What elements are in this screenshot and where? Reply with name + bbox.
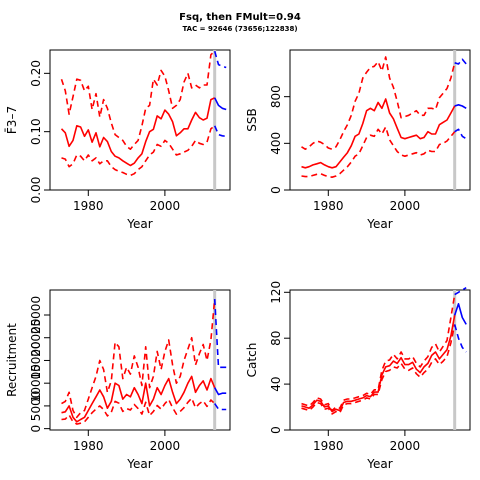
ssb-history-upper-line xyxy=(301,56,456,150)
catch-x-label: Year xyxy=(366,457,392,471)
ssb-x-tick-label-2000: 2000 xyxy=(390,199,421,213)
ssb-projection-median-line xyxy=(454,104,467,109)
f-bar-history-median-line xyxy=(60,97,216,167)
recruitment-y-tick-label-25000: 25000 xyxy=(29,296,43,334)
f-bar-y-tick-label-0-10: 0.10 xyxy=(29,118,43,145)
f-bar-x-tick-label-2000: 2000 xyxy=(150,199,181,213)
recruitment-projection-median-line xyxy=(214,387,227,396)
recruitment-history-upper-line xyxy=(61,299,216,419)
recruitment-y-tick-label-10000: 10000 xyxy=(29,364,43,402)
figure-subtitle: TAC = 92646 (73656;122838) xyxy=(182,25,297,33)
recruitment-frame xyxy=(49,289,231,431)
ssb-y-label: SSB xyxy=(245,108,259,131)
ssb-projection-lower-line xyxy=(454,128,467,140)
figure-title: Fsq, then FMult=0.94 xyxy=(179,12,301,23)
f-bar-frame xyxy=(49,49,231,191)
ssb-history-lower-line xyxy=(301,126,456,178)
recruitment-y-tick-label-5000: 5000 xyxy=(29,391,43,422)
f-bar-y-tick-label-0-00: 0.00 xyxy=(29,177,43,204)
recruitment-y-tick-label-20000: 20000 xyxy=(29,319,43,357)
ssb-panel: 1980 2000 0 400 800 Year SSB xyxy=(245,49,471,231)
f-bar-panel: 1980 2000 0.00 0.10 0.20 Year F̄3–7 xyxy=(5,49,231,231)
recruitment-panel: 1980 20000500010000150002000025000YearRec… xyxy=(5,289,231,471)
f-bar-x-tick-label-1980: 1980 xyxy=(73,199,104,213)
catch-history-median-line xyxy=(301,315,456,413)
recruitment-y-label: Recruitment xyxy=(5,323,19,397)
f-bar-y-label: F̄3–7 xyxy=(5,106,19,134)
catch-y-tick-label-120: 120 xyxy=(269,281,283,304)
recruitment-x-tick-label-1980: 1980 xyxy=(73,439,104,453)
catch-panel: 1980 2000 0 40 80 120 Year Catch xyxy=(245,281,471,471)
f-bar-y-tick-label-0-20: 0.20 xyxy=(29,60,43,87)
ssb-y-tick-label-0: 0 xyxy=(269,186,283,194)
catch-projection-lower-line xyxy=(453,324,467,353)
ssb-x-tick-label-1980: 1980 xyxy=(313,199,344,213)
ssb-y-tick-label-400: 400 xyxy=(269,132,283,155)
catch-y-tick-label-0: 0 xyxy=(269,426,283,434)
recruitment-history-lower-line xyxy=(61,397,216,425)
catch-projection-upper-line xyxy=(454,287,467,296)
recruitment-projection-lower-line xyxy=(214,403,227,411)
recruitment-y-tick-label-0: 0 xyxy=(29,425,43,433)
recruitment-y-tick-label-15000: 15000 xyxy=(29,341,43,379)
f-bar-history-lower-line xyxy=(61,125,216,177)
f-bar-projection-median-line xyxy=(213,97,227,111)
f-bar-projection-lower-line xyxy=(213,125,227,138)
ssb-y-tick-label-800: 800 xyxy=(269,85,283,108)
catch-y-label: Catch xyxy=(245,343,259,378)
f-bar-history-upper-line xyxy=(60,50,216,150)
ssb-x-label: Year xyxy=(366,217,392,231)
recruitment-projection-upper-line xyxy=(213,299,227,369)
catch-y-tick-label-80: 80 xyxy=(269,331,283,346)
ssb-projection-upper-line xyxy=(454,58,467,65)
catch-frame xyxy=(289,289,471,431)
ssb-history-median-line xyxy=(301,98,456,169)
ssb-frame xyxy=(289,49,471,191)
catch-y-tick-label-40: 40 xyxy=(269,376,283,391)
catch-projection-median-line xyxy=(453,303,467,325)
catch-x-tick-label-2000: 2000 xyxy=(390,439,421,453)
catch-x-tick-label-1980: 1980 xyxy=(313,439,344,453)
catch-history-lower-line xyxy=(301,324,456,415)
f-bar-x-label: Year xyxy=(126,217,152,231)
recruitment-x-label: Year xyxy=(126,457,152,471)
catch-history-upper-line xyxy=(301,294,456,412)
recruitment-history-median-line xyxy=(61,375,216,423)
f-bar-projection-upper-line xyxy=(213,50,227,69)
recruitment-x-tick-label-2000: 2000 xyxy=(150,439,181,453)
